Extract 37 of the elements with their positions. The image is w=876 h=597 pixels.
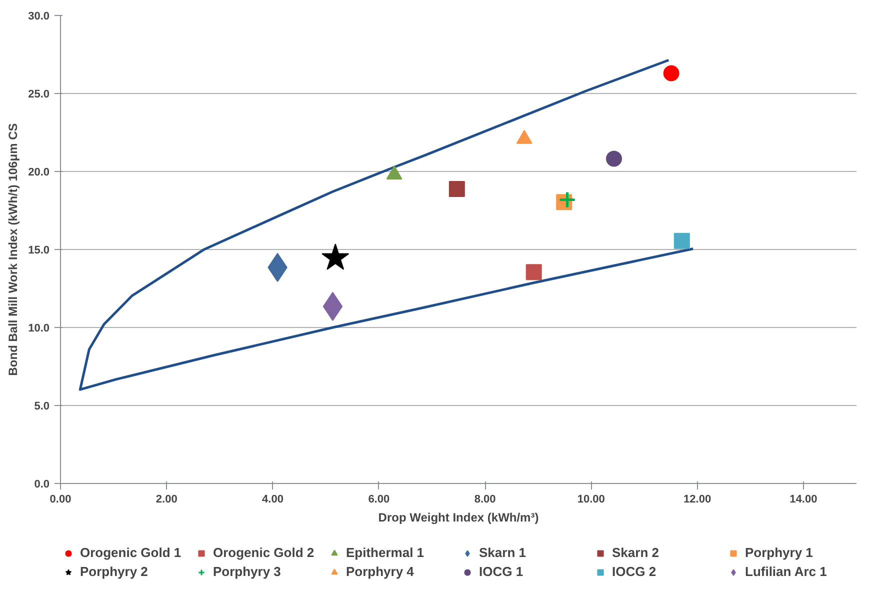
y-tick-label: 20.0 [28, 166, 50, 178]
point [606, 150, 622, 167]
y-tick-label: 15.0 [28, 244, 50, 256]
x-tick-label: 10.00 [577, 494, 605, 506]
x-tick-label: 14.00 [790, 494, 818, 506]
x-tick-label: 12.00 [684, 494, 712, 506]
point [663, 65, 680, 82]
legend-label: IOCG 2 [612, 564, 658, 579]
x-axis-title: Drop Weight Index (kWh/m³) [378, 510, 539, 524]
y-tick-label: 10.0 [28, 322, 50, 334]
legend-label: Epithermal 1 [346, 545, 426, 560]
x-tick-label: 0.00 [50, 494, 72, 506]
legend-label: Skarn 1 [479, 545, 527, 560]
x-tick-label: 8.00 [474, 494, 496, 506]
legend-label: Orogenic Gold 2 [213, 545, 316, 560]
point [448, 180, 465, 197]
legend-label: Lufilian Arc 1 [745, 564, 828, 579]
x-tick-label: 4.00 [262, 494, 284, 506]
point [558, 190, 576, 208]
legend-label: Porphyry 4 [346, 564, 415, 579]
point [322, 244, 350, 270]
legend-label: Orogenic Gold 1 [80, 545, 182, 560]
y-tick-label: 30.0 [28, 10, 50, 22]
y-tick-label: 5.0 [34, 400, 50, 412]
legend-label: Porphyry 3 [213, 564, 282, 579]
legend-label: Porphyry 1 [745, 545, 814, 560]
point [674, 232, 690, 249]
legend-label: Skarn 2 [612, 545, 660, 560]
x-tick-label: 2.00 [156, 494, 178, 506]
x-tick-label: 6.00 [368, 494, 390, 506]
y-tick-label: 25.0 [28, 88, 50, 100]
legend-label: IOCG 1 [479, 564, 524, 579]
point [526, 264, 542, 280]
y-axis-title: Bond Ball Mill Work Index (kWh/t) 106μm CS [6, 123, 20, 376]
y-tick-label: 0.0 [34, 478, 50, 490]
legend-label: Porphyry 2 [80, 564, 149, 579]
line-series [78, 58, 694, 391]
